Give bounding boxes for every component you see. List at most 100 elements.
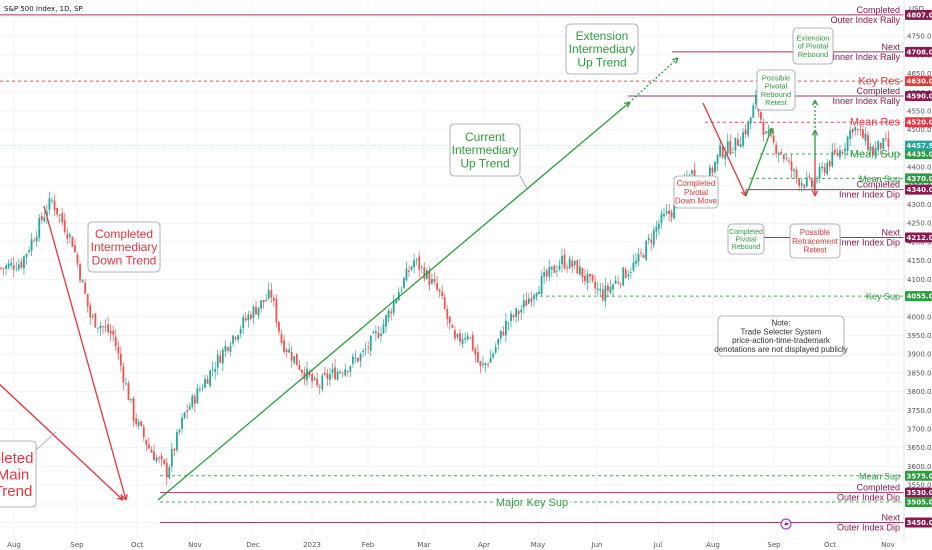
candle-body [754,94,757,105]
x-tick-label: May [531,541,545,549]
candle-body [479,361,482,366]
annotation-box [565,23,639,75]
annotation-text: Retest [765,98,788,107]
candle-body [326,373,329,379]
candle-body [99,325,102,329]
candle-body [635,260,637,264]
candle-body [505,320,507,336]
candle-body [617,282,619,283]
candle-body [250,314,252,319]
level-label-bottom: Outer Index Rally [830,15,900,25]
candle-body [436,283,438,290]
candle-body [84,282,87,294]
candle-body [461,339,464,344]
candle-body [879,142,882,149]
candle-body [339,371,342,373]
candle-body [619,283,622,285]
candle-body [334,367,336,380]
tv-logo-icon[interactable] [780,518,792,530]
candle-body [349,366,352,372]
candle-body [752,105,755,118]
level-label-bottom: Outer Index Dip [837,523,900,533]
price-tag-label: 4708.00 [907,48,932,56]
candle-body [219,355,222,363]
candle-body [346,370,349,372]
candle-body [543,272,546,277]
y-tick-label: 4300.00 [907,201,932,209]
candle-body [775,144,778,154]
candle-body [561,256,563,265]
candle-body [772,135,775,143]
candle-body [438,289,441,292]
possible-rebound-arrow-head [811,129,819,136]
annotation-text: Completed [95,227,153,241]
candle-body [538,291,540,295]
chart-symbol-title: S&P 500 Index, 1D, SP [4,5,83,13]
candle-body [464,337,466,340]
candle-body [122,366,125,383]
candle-body [484,363,487,366]
candle-body [367,347,370,349]
candle-body [176,431,178,450]
price-tag [905,232,932,243]
candle-body [527,298,530,304]
x-tick-label: Oct [824,541,836,549]
candle-body [471,335,474,351]
candle-body [607,285,609,291]
candle-body [760,112,762,120]
candle-body [798,179,801,186]
candle-body [301,369,303,373]
annotation-box [87,221,161,273]
candle-body [624,269,627,279]
annotation-text: Intermediary [452,143,519,157]
annotation-text: Intermediary [91,240,158,254]
candle-body [280,333,283,343]
y-tick-label: 3750.00 [907,407,932,415]
price-tag [905,9,932,20]
y-tick-label: 3650.00 [907,444,932,452]
candle-body [448,316,451,324]
price-tag [905,117,932,128]
candle-body [413,260,415,268]
candle-body [119,353,122,366]
y-tick-label: 4650.00 [907,70,932,78]
candle-body [831,151,834,167]
candle-body [229,345,232,352]
annotation-text: Completed [677,179,716,188]
candle-body [380,333,382,336]
level-label-bottom: Inner Index Rally [832,96,900,106]
candle-body [53,200,56,211]
candle-body [864,133,867,141]
annotation-text: Note: [771,319,790,328]
candle-body [854,127,857,131]
candle-body [94,313,97,328]
candle-body [846,136,849,151]
candle-body [137,421,140,426]
candle-body [823,167,826,173]
y-tick-label: 4150.00 [907,257,932,265]
candle-body [655,226,658,232]
time-axis[interactable]: Aug Sep Oct Nov Dec 2023 Feb Mar Apr May Jun Jul Aug… [7,541,895,549]
candle-body [336,371,339,380]
annotation-text: Retracement [792,237,839,246]
main-downtrend-line-head [117,494,124,501]
candle-body [234,337,237,339]
candle-body [721,146,724,158]
annotation-pointer [519,175,529,191]
annotation-box [792,27,834,65]
candle-body [188,406,191,410]
candle-body [341,373,344,375]
level-label: Mean Res [850,117,901,129]
candle-body [596,288,599,290]
candle-body [451,324,454,328]
candle-body [344,369,347,376]
x-tick-label: Jun [591,541,603,549]
annotation-box [673,175,719,209]
candle-body [112,330,115,335]
annotation-box [789,223,841,259]
y-tick-label: 3900.00 [907,351,932,359]
